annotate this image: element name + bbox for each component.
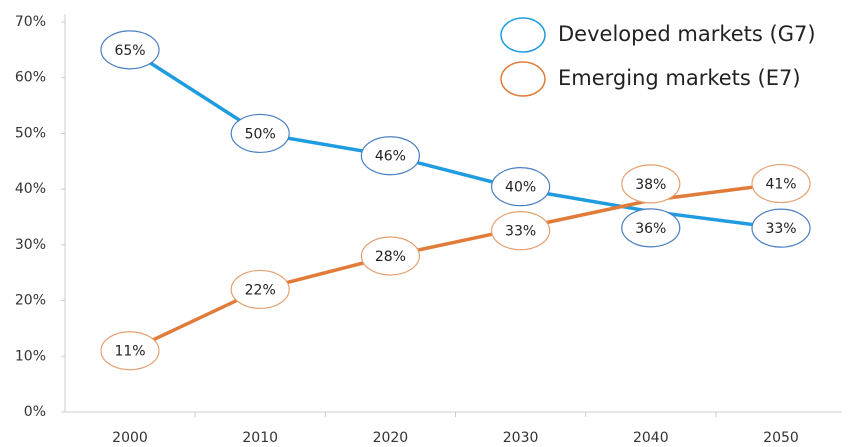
y-tick-label: 40%	[15, 181, 46, 197]
line	[129, 181, 782, 353]
value-label: 36%	[635, 221, 666, 237]
line	[129, 48, 782, 230]
legend-label: Developed markets (G7)	[558, 22, 816, 46]
value-label: 11%	[114, 344, 145, 360]
x-tick-label: 2020	[373, 430, 409, 446]
value-label-bubble	[100, 331, 160, 371]
value-label-bubble	[100, 30, 160, 70]
value-label: 28%	[375, 249, 406, 265]
value-label: 41%	[765, 177, 796, 193]
x-tick-label: 2010	[242, 430, 278, 446]
value-label: 50%	[245, 126, 276, 142]
legend-marker	[500, 61, 546, 97]
x-tick-label: 2050	[763, 430, 799, 446]
value-label-bubble	[360, 136, 420, 176]
value-label: 46%	[375, 149, 406, 165]
value-label: 40%	[505, 180, 536, 196]
value-label: 33%	[765, 221, 796, 237]
value-label: 65%	[114, 43, 145, 59]
x-tick-label: 2000	[112, 430, 148, 446]
value-label-bubble	[751, 163, 811, 204]
value-label-bubble	[230, 113, 290, 154]
value-label-bubble	[230, 269, 290, 310]
value-label-bubble	[360, 236, 420, 276]
value-label: 22%	[245, 282, 276, 298]
value-label-bubble	[621, 164, 681, 204]
y-tick-label: 70%	[15, 14, 46, 30]
x-tick-label: 2030	[503, 430, 539, 446]
y-tick-label: 30%	[15, 237, 46, 253]
value-label: 33%	[505, 224, 536, 240]
value-label-bubble	[751, 208, 811, 248]
y-tick-label: 50%	[15, 125, 46, 141]
y-tick-label: 0%	[24, 404, 46, 420]
y-tick-label: 60%	[15, 70, 46, 86]
value-label-bubble	[490, 211, 551, 251]
value-label-bubble	[490, 167, 551, 207]
legend-marker	[500, 17, 546, 53]
value-label: 38%	[635, 177, 666, 193]
y-tick-label: 10%	[15, 348, 46, 364]
legend-label: Emerging markets (E7)	[558, 66, 801, 90]
y-tick-label: 20%	[15, 293, 46, 309]
value-label-bubble	[621, 208, 681, 248]
x-tick-label: 2040	[633, 430, 669, 446]
